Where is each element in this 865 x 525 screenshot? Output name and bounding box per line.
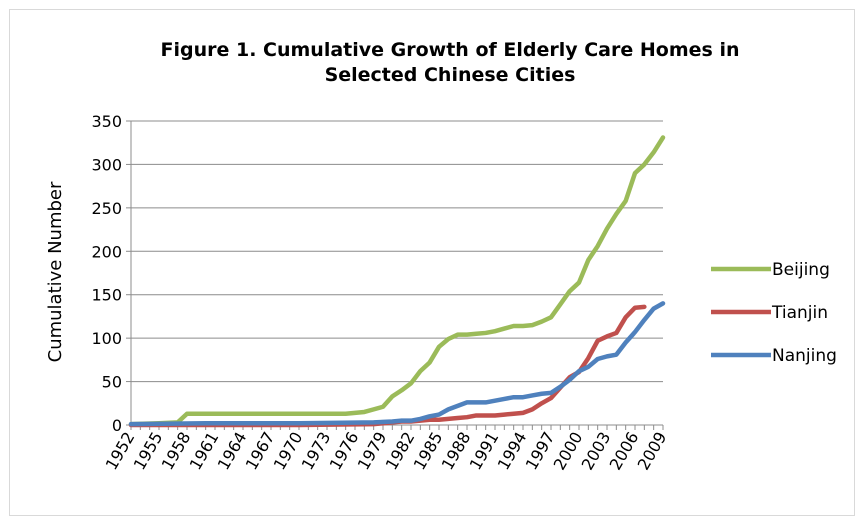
y-tick-label: 0 (112, 416, 122, 435)
y-tick-label: 200 (91, 242, 122, 261)
series-lines (128, 135, 666, 428)
series-line-tianjin (128, 304, 647, 428)
y-tick-label: 350 (91, 112, 122, 131)
y-tick-label: 300 (91, 155, 122, 174)
legend-label-nanjing: Nanjing (772, 346, 837, 366)
series-line-nanjing (128, 301, 666, 427)
series-line-beijing (128, 135, 666, 427)
x-tick-label: 2009 (634, 429, 671, 474)
chart-title: Figure 1. Cumulative Growth of Elderly C… (160, 39, 740, 86)
y-tick-label: 250 (91, 199, 122, 218)
chart-area (9, 9, 855, 516)
y-tick-label: 150 (91, 286, 122, 305)
legend: Beijing Tianjin Nanjing (711, 260, 837, 366)
y-tick-label: 50 (102, 373, 122, 392)
legend-label-beijing: Beijing (772, 260, 830, 280)
y-tick-label: 100 (91, 329, 122, 348)
y-axis-title: Cumulative Number (45, 181, 66, 362)
legend-label-tianjin: Tianjin (771, 303, 828, 323)
gridlines (131, 120, 663, 383)
